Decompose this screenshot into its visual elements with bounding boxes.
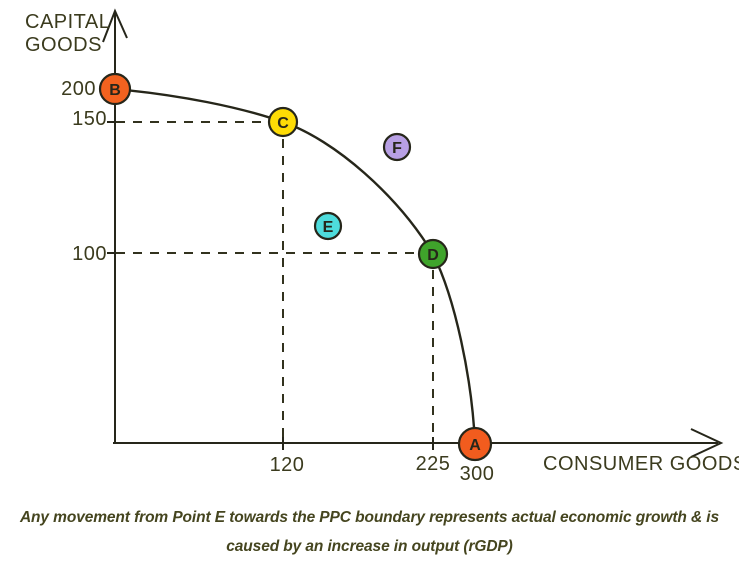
ppc-curve [113, 87, 477, 446]
x-tick-label-120: 120 [270, 454, 305, 476]
point-E-label: E [323, 219, 334, 236]
point-F: F [382, 132, 412, 162]
point-C-label: C [277, 115, 289, 132]
point-B: B [98, 72, 132, 106]
x-axis-arrowhead [690, 428, 724, 458]
point-F-label: F [392, 140, 402, 157]
x-axis [113, 428, 724, 458]
point-B-circle [98, 72, 132, 106]
ppc-chart: CAPITAL GOODS CONSUMER GOODS 200 150 100… [25, 8, 739, 485]
ppc-chart-svg: CAPITAL GOODS CONSUMER GOODS 200 150 100… [25, 8, 739, 485]
point-C: C [267, 106, 299, 138]
point-D: D [417, 238, 449, 270]
caption-line-2: caused by an increase in output (rGDP) [226, 538, 513, 555]
y-tick-label-100: 100 [72, 243, 107, 265]
point-A-label: A [469, 437, 481, 454]
caption: Any movement from Point E towards the PP… [0, 503, 739, 561]
dashed-guides [116, 121, 434, 443]
caption-line-1: Any movement from Point E towards the PP… [19, 509, 720, 526]
x-tick-label-225: 225 [416, 453, 451, 475]
point-D-circle [417, 238, 449, 270]
point-A-circle [457, 426, 493, 462]
x-axis-title: CONSUMER GOODS [543, 453, 739, 475]
point-D-label: D [427, 247, 439, 264]
point-A: A [457, 426, 493, 462]
y-axis-title-line1: CAPITAL [25, 11, 110, 33]
y-axis-arrowhead [102, 8, 128, 43]
y-tick-label-150: 150 [72, 108, 107, 130]
point-E-circle [313, 211, 343, 241]
point-F-circle [382, 132, 412, 162]
point-E: E [313, 211, 343, 241]
x-tick-label-300: 300 [460, 463, 495, 485]
y-axis-title-line2: GOODS [25, 34, 102, 56]
point-B-label: B [109, 82, 121, 99]
point-C-circle [267, 106, 299, 138]
y-tick-label-200: 200 [61, 78, 96, 100]
